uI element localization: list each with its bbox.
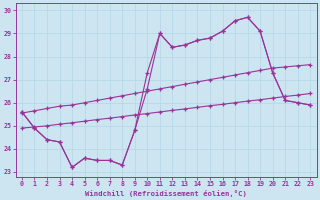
X-axis label: Windchill (Refroidissement éolien,°C): Windchill (Refroidissement éolien,°C) [85, 190, 247, 197]
